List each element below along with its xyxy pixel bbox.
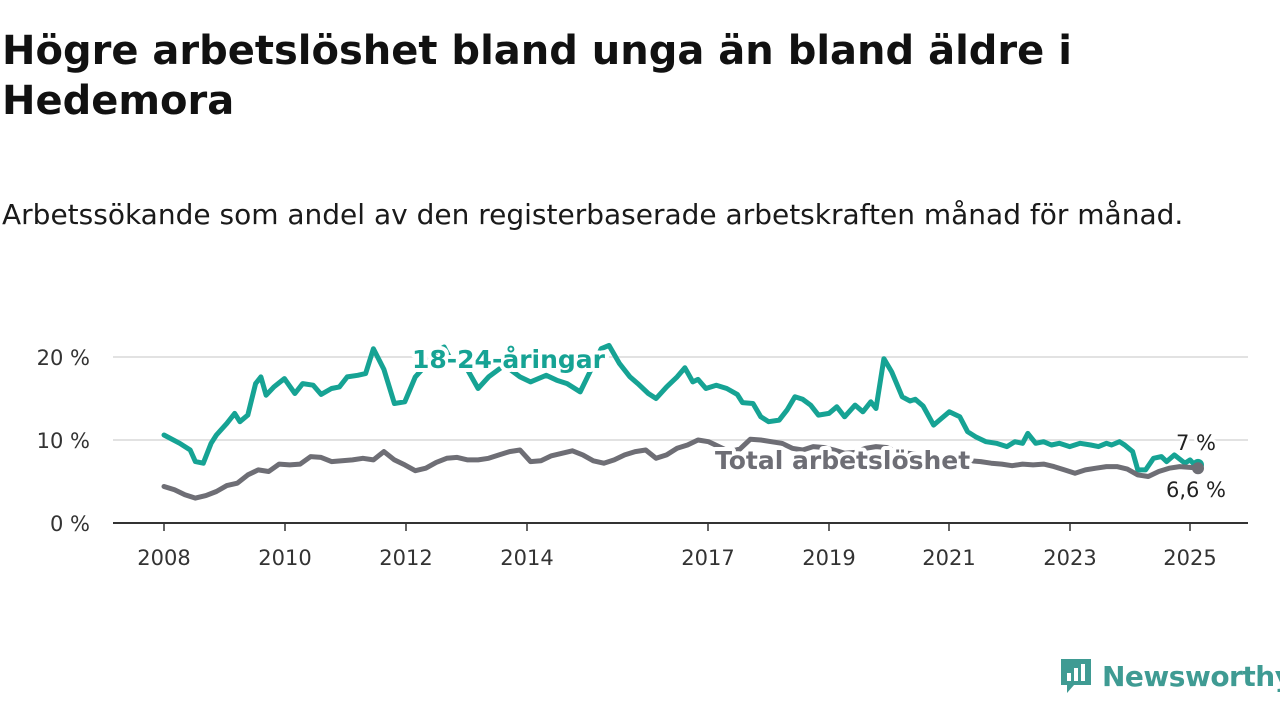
x-tick-label: 2012 bbox=[379, 546, 432, 570]
series-name-label-0: 18-24-åringar bbox=[412, 345, 606, 374]
chart-title: Högre arbetslöshet bland unga än bland ä… bbox=[2, 28, 1072, 124]
x-tick-label: 2017 bbox=[681, 546, 734, 570]
y-tick-label: 20 % bbox=[37, 346, 90, 370]
y-axis-ticks: 0 % 10 % 20 % bbox=[37, 346, 90, 536]
x-tick-label: 2008 bbox=[137, 546, 190, 570]
newsworthy-logo-icon bbox=[1061, 659, 1091, 693]
x-tick-label: 2010 bbox=[258, 546, 311, 570]
series-labels: 18-24-åringar Total arbetslöshet 7 % 6,6 % bbox=[408, 341, 1229, 505]
grid-lines bbox=[113, 356, 1248, 524]
series-lines bbox=[161, 342, 1204, 501]
series-line-0 bbox=[161, 342, 1201, 473]
series-line-1 bbox=[161, 436, 1201, 501]
x-tick-label: 2014 bbox=[500, 546, 553, 570]
y-tick-label: 10 % bbox=[37, 429, 90, 453]
x-axis-ticks: 2008 2010 2012 2014 2017 2019 2021 2023 2025 bbox=[137, 523, 1217, 570]
brand-name: Newsworthy bbox=[1102, 659, 1280, 693]
x-tick-label: 2025 bbox=[1163, 546, 1216, 570]
y-tick-label: 0 % bbox=[50, 512, 90, 536]
series-end-label-0: 7 % bbox=[1176, 431, 1216, 455]
series-name-label-1: Total arbetslöshet bbox=[715, 446, 970, 475]
newsworthy-logo[interactable]: Newsworthy bbox=[1058, 654, 1280, 698]
series-end-label-1: 6,6 % bbox=[1166, 478, 1226, 502]
x-tick-label: 2023 bbox=[1043, 546, 1096, 570]
chart-subtitle: Arbetssökande som andel av den registerb… bbox=[2, 198, 1184, 231]
x-tick-label: 2019 bbox=[802, 546, 855, 570]
x-tick-label: 2021 bbox=[922, 546, 975, 570]
series-end-point-1 bbox=[1192, 462, 1204, 475]
